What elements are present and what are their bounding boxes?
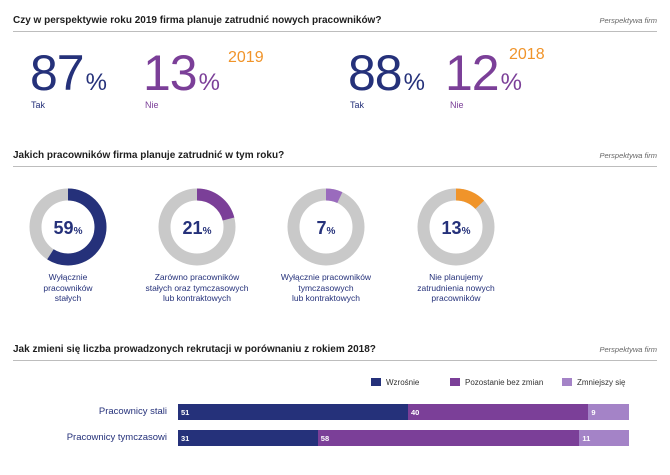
legend-swatch xyxy=(371,378,381,386)
donut-caption-1: Wyłącznie pracowników stałych xyxy=(8,272,128,304)
bar-value-label: 58 xyxy=(320,434,330,443)
bar-value-label: 9 xyxy=(591,408,596,417)
legend-swatch xyxy=(562,378,572,386)
caption-line: Nie planujemy xyxy=(429,272,483,282)
caption-line: lub kontraktowych xyxy=(291,293,361,303)
donut-chart-4: 13% xyxy=(417,188,495,266)
caption-line: lub kontraktowych xyxy=(162,293,232,303)
donut-chart-2: 21% xyxy=(158,188,236,266)
donut-value: 13% xyxy=(442,218,471,238)
legend-label: Wzrośnie xyxy=(386,378,420,387)
bar-value-label: 51 xyxy=(181,408,190,417)
caption-line: zatrudnienia nowych xyxy=(417,282,495,293)
section2-header: Jakich pracowników firma planuje zatrudn… xyxy=(13,146,657,167)
caption-line: Wyłącznie xyxy=(48,272,88,282)
yes-label-2019: Tak xyxy=(31,100,46,110)
donut-slice xyxy=(287,188,365,266)
bar-segment xyxy=(178,404,408,420)
bar-value-label: 40 xyxy=(411,408,420,417)
caption-line: Zarówno pracowników xyxy=(154,272,240,282)
legend-item: Pozostanie bez zmian xyxy=(450,378,543,387)
yes-label-2018: Tak xyxy=(350,100,365,110)
legend-item: Wzrośnie xyxy=(371,378,419,387)
section1-header: Czy w perspektywie roku 2019 firma planu… xyxy=(13,11,657,32)
legend-item: Zmniejszy się xyxy=(562,378,625,387)
no-label-2019: Nie xyxy=(145,100,159,110)
donut-caption-4: Nie planujemy zatrudnienia nowych pracowni… xyxy=(396,272,516,304)
donut-caption-2: Zarówno pracowników stałych oraz tymczaso… xyxy=(137,272,257,304)
donut-slice xyxy=(29,188,107,266)
bar-category-label: Pracownicy stali xyxy=(98,406,167,417)
bar-segment xyxy=(588,404,629,420)
donut-caption-3: Wyłącznie pracowników tymczasowych lub kon… xyxy=(266,272,386,304)
section2-source: Perspektywa firm xyxy=(599,151,657,160)
legend-label: Pozostanie bez zmian xyxy=(465,378,544,387)
year-label-2019: 2019 xyxy=(228,49,264,66)
bar-segment xyxy=(579,430,629,446)
legend-label: Zmniejszy się xyxy=(577,378,626,387)
yes-percent-2018: 88% xyxy=(348,45,425,101)
caption-line: Wyłącznie pracowników xyxy=(280,272,372,282)
no-label-2018: Nie xyxy=(450,100,464,110)
donut-slice xyxy=(417,188,495,266)
section1-question: Czy w perspektywie roku 2019 firma planu… xyxy=(13,15,382,26)
bar-category-label: Pracownicy tymczasowi xyxy=(66,432,167,443)
caption-line: stałych xyxy=(54,293,82,303)
caption-line: tymczasowych xyxy=(298,282,354,293)
bar-value-label: 31 xyxy=(181,434,190,443)
donut-value: 21% xyxy=(183,218,212,238)
donut-slice xyxy=(158,188,236,266)
section3-source: Perspektywa firm xyxy=(599,345,657,354)
bar-segment xyxy=(317,430,580,446)
donut-value: 7% xyxy=(317,218,336,238)
donut-value: 59% xyxy=(54,218,83,238)
yes-percent-2019: 87% xyxy=(30,45,107,101)
section3-question: Jak zmieni się liczba prowadzonych rekru… xyxy=(13,344,376,355)
section1-source: Perspektywa firm xyxy=(599,16,657,25)
bar-value-label: 11 xyxy=(582,434,591,443)
caption-line: pracowników xyxy=(43,282,93,293)
section2-question: Jakich pracowników firma planuje zatrudn… xyxy=(13,150,285,161)
no-percent-2019: 13% xyxy=(143,45,220,101)
donut-chart-3: 7% xyxy=(287,188,365,266)
bar-segment xyxy=(178,430,318,446)
section3-header: Jak zmieni się liczba prowadzonych rekru… xyxy=(13,340,657,361)
legend-swatch xyxy=(450,378,460,386)
donut-chart-1: 59% xyxy=(29,188,107,266)
no-percent-2018: 12% xyxy=(445,45,522,101)
bar-segment xyxy=(408,404,589,420)
caption-line: pracowników xyxy=(431,293,481,303)
year-label-2018: 2018 xyxy=(509,46,545,63)
caption-line: stałych oraz tymczasowych xyxy=(145,282,249,293)
